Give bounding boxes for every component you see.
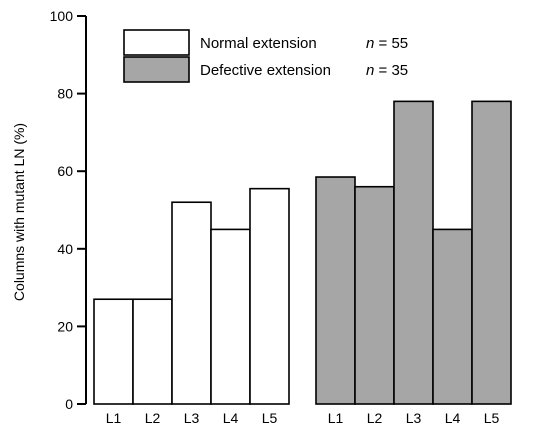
x-tick-label: L2 xyxy=(367,410,383,426)
y-tick-label: 100 xyxy=(50,8,74,24)
x-tick-label: L4 xyxy=(223,410,239,426)
legend-label: Normal extension xyxy=(200,35,317,52)
bar-defective-l1 xyxy=(315,176,356,405)
x-tick-label: L3 xyxy=(406,410,422,426)
legend-sample-size: n = 55 xyxy=(366,35,408,52)
bar-normal-l1 xyxy=(93,298,134,405)
x-tick-label: L3 xyxy=(184,410,200,426)
y-axis-title: Columns with mutant LN (%) xyxy=(11,123,27,301)
x-tick-label: L4 xyxy=(445,410,461,426)
x-tick-label: L1 xyxy=(328,410,344,426)
y-tick-label: 40 xyxy=(57,241,73,257)
bar-defective-l2 xyxy=(354,185,395,405)
bar-normal-l3 xyxy=(171,201,212,405)
bar-normal-l5 xyxy=(249,187,290,405)
y-axis: 0 20 40 60 80 100 xyxy=(50,8,87,412)
y-tick-label: 60 xyxy=(57,163,73,179)
y-tick-label: 0 xyxy=(65,396,73,412)
bar-normal-l2 xyxy=(132,298,173,405)
legend-label: Defective extension xyxy=(200,62,331,79)
x-axis-tick-labels: L1 L2 L3 L4 L5 L1 L2 L3 L4 L5 xyxy=(106,410,500,426)
bar-normal-l4 xyxy=(210,228,251,405)
legend-swatch-defective xyxy=(123,56,190,83)
bars xyxy=(93,100,512,405)
legend-swatch-normal xyxy=(123,29,190,56)
legend-sample-size: n = 35 xyxy=(366,62,408,79)
y-tick-label: 80 xyxy=(57,86,73,102)
legend: Normal extension n = 55 Defective extensio… xyxy=(123,29,408,83)
x-tick-label: L5 xyxy=(262,410,278,426)
x-tick-label: L5 xyxy=(484,410,500,426)
x-tick-label: L1 xyxy=(106,410,122,426)
bar-defective-l3 xyxy=(393,100,434,405)
bar-defective-l4 xyxy=(432,228,473,405)
y-tick-label: 20 xyxy=(57,318,73,334)
bar-defective-l5 xyxy=(471,100,512,405)
x-tick-label: L2 xyxy=(145,410,161,426)
